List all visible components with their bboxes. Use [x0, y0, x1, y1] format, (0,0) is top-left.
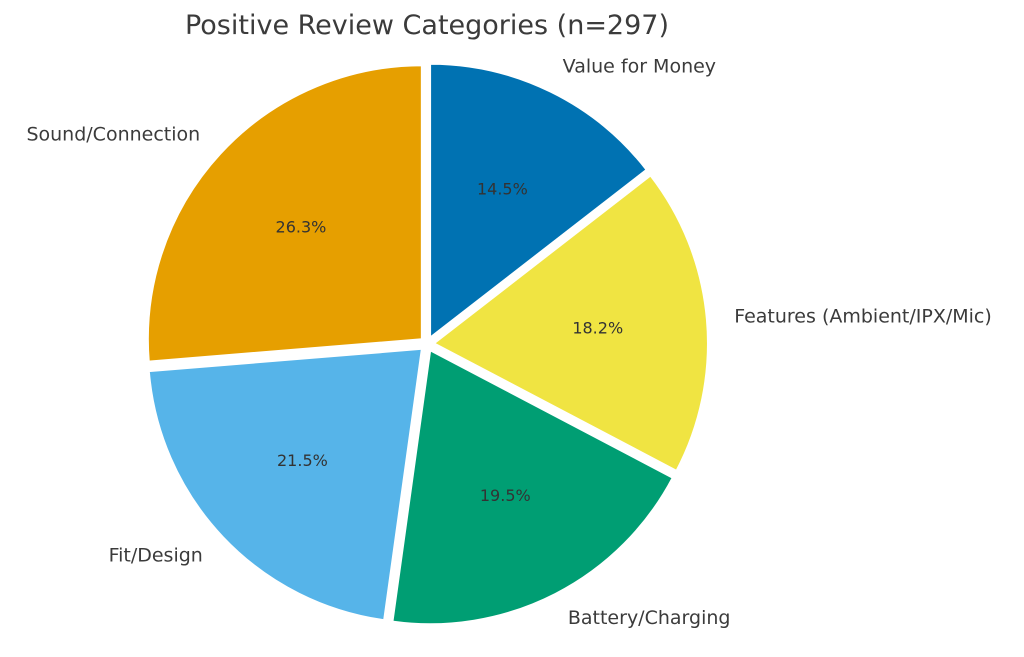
- percent-label-fit-design: 21.5%: [277, 451, 328, 470]
- percent-label-features-ambient-ipx-mic: 18.2%: [572, 318, 623, 337]
- category-label-value-for-money: Value for Money: [563, 56, 716, 78]
- category-label-sound-connection: Sound/Connection: [26, 124, 200, 146]
- category-label-fit-design: Fit/Design: [109, 544, 203, 566]
- percent-label-value-for-money: 14.5%: [477, 180, 528, 199]
- category-label-features-ambient-ipx-mic: Features (Ambient/IPX/Mic): [734, 305, 992, 327]
- pie-slice-battery-charging: [391, 348, 675, 626]
- percent-labels: 14.5% 18.2% 19.5% 21.5% 26.3%: [276, 180, 624, 505]
- percent-label-battery-charging: 19.5%: [480, 486, 531, 505]
- chart-title: Positive Review Categories (n=297): [185, 10, 669, 41]
- category-label-battery-charging: Battery/Charging: [568, 607, 731, 629]
- pie-slice-value-for-money: [429, 62, 648, 340]
- pie-slice-sound-connection: [146, 64, 423, 363]
- pie-slice-features-ambient-ipx-mic: [432, 174, 709, 473]
- pie-slice-fit-design: [147, 347, 424, 622]
- pie-slices: [146, 62, 709, 626]
- percent-label-sound-connection: 26.3%: [276, 217, 327, 236]
- category-labels: Value for Money Features (Ambient/IPX/Mic…: [26, 56, 991, 629]
